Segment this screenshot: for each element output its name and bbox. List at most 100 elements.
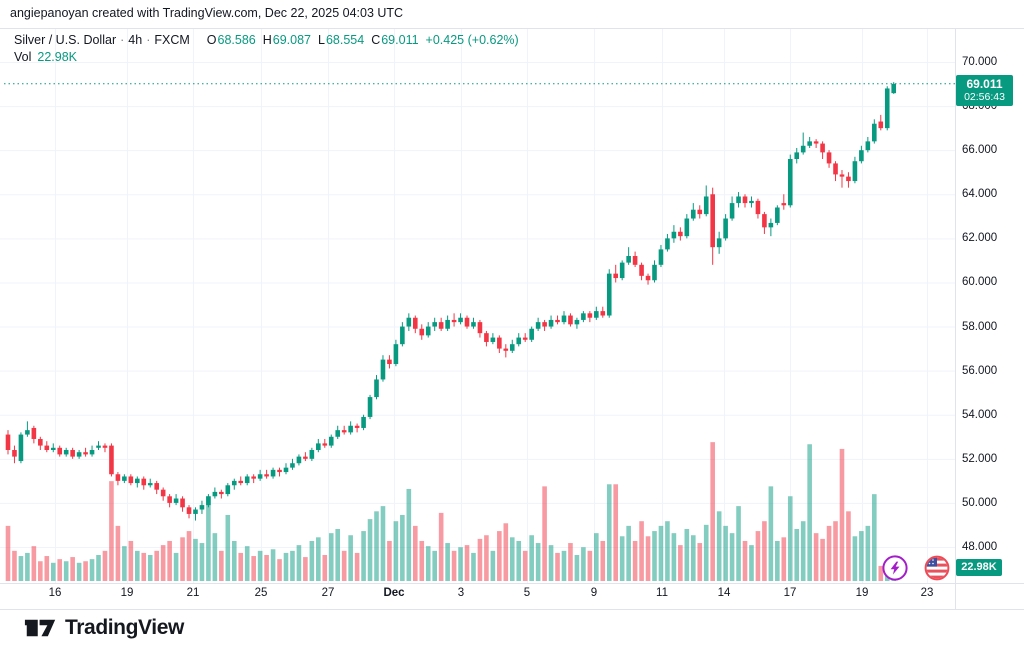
volume-bar — [813, 533, 819, 581]
volume-bar — [400, 514, 405, 581]
symbol-title: Silver / U.S. Dollar — [14, 33, 117, 47]
candle-body — [393, 344, 399, 365]
candle-body — [581, 313, 586, 320]
candle-body — [529, 328, 534, 340]
volume-bar — [393, 521, 399, 581]
candle-body — [186, 507, 192, 514]
price-tick-label: 50.000 — [962, 496, 998, 509]
volume-bar — [354, 552, 360, 581]
volume-bar — [12, 550, 17, 581]
volume-bar — [31, 546, 37, 581]
candle-body — [160, 489, 166, 497]
volume-bar — [212, 533, 218, 581]
volume-bar — [412, 525, 418, 581]
candle-body — [147, 483, 153, 486]
candle-body — [639, 264, 644, 276]
candle-body — [613, 273, 619, 279]
candle-body — [451, 319, 457, 323]
tradingview-logo[interactable]: TradingView — [24, 614, 184, 642]
volume-bar — [50, 562, 56, 581]
candle-body — [303, 456, 308, 459]
volume-bar — [173, 552, 179, 581]
time-tick-label: 14 — [717, 587, 731, 599]
legend-separator: · — [146, 33, 151, 47]
price-tick-label: 48.000 — [962, 541, 998, 553]
candle-body — [561, 315, 567, 323]
time-tick-label: 27 — [321, 587, 335, 599]
volume-bar — [141, 552, 147, 581]
volume-bar — [225, 514, 231, 581]
volume-bar — [497, 531, 502, 581]
volume-bar — [270, 549, 276, 581]
volume-bar — [561, 550, 567, 581]
candle-body — [522, 337, 528, 340]
candle-body — [387, 359, 392, 365]
volume-bar — [555, 552, 560, 581]
price-tick-label: 52.000 — [962, 452, 998, 465]
volume-bar — [335, 529, 341, 581]
candle-body — [555, 319, 560, 323]
volume-bar — [135, 550, 140, 581]
volume-bar — [374, 511, 379, 581]
volume-bar — [542, 486, 547, 581]
volume-bar — [63, 561, 69, 581]
time-tick-label: 3 — [457, 587, 465, 599]
candle-body — [568, 315, 573, 325]
volume-bar — [341, 550, 347, 581]
volume-bar — [509, 537, 515, 581]
candle-body — [736, 196, 741, 204]
candle-body — [109, 445, 114, 475]
time-tick-label: 19 — [855, 587, 869, 599]
volume-bar — [503, 523, 509, 581]
candle-body — [535, 322, 541, 329]
volume-bar — [768, 486, 774, 581]
volume-bar — [872, 494, 877, 581]
us-flag-icon[interactable] — [924, 555, 950, 581]
attribution-text: angiepanoyan created with TradingView.co… — [10, 6, 404, 20]
candle-body — [665, 238, 670, 250]
candle-body — [865, 141, 871, 151]
price-tick-label: 56.000 — [962, 364, 998, 377]
market-status-lightning-icon[interactable] — [882, 555, 908, 581]
candle-body — [768, 222, 774, 228]
candle-body — [606, 273, 612, 316]
candle-body — [290, 463, 295, 468]
volume-bar — [574, 555, 580, 581]
volume-bar — [846, 511, 851, 581]
candle-body — [283, 467, 289, 473]
volume-bar — [626, 525, 631, 581]
candle-body — [193, 509, 198, 514]
volume-bar — [807, 444, 812, 581]
candle-body — [729, 203, 735, 219]
candle-body — [244, 476, 250, 484]
volume-bar — [865, 525, 871, 581]
volume-bar — [367, 519, 373, 581]
high-value: 69.087 — [272, 33, 312, 47]
candle-body — [749, 200, 754, 204]
candle-body — [89, 450, 95, 455]
candle-body — [316, 443, 321, 450]
volume-bar — [283, 552, 289, 581]
chart-legend[interactable]: Silver / U.S. Dollar · 4h · FXCM O68.586 H69.0… — [14, 33, 519, 64]
time-tick-label: 16 — [48, 587, 62, 599]
close-value: 69.011 — [381, 33, 419, 47]
candle-body — [257, 474, 263, 479]
volume-bar — [477, 538, 483, 581]
candle-body — [820, 143, 825, 153]
tradingview-logo-mark-icon — [24, 619, 56, 637]
candle-body — [703, 196, 709, 215]
candle-body — [813, 141, 819, 144]
volume-bar — [38, 561, 43, 581]
volume-bar — [839, 448, 845, 581]
volume-bar — [147, 555, 153, 581]
candle-body — [872, 123, 877, 142]
candle-body — [690, 209, 696, 219]
price-tick-label: 60.000 — [962, 276, 998, 289]
candle-body — [626, 256, 631, 263]
volume-bar — [70, 557, 75, 581]
volume-bar — [160, 545, 166, 581]
candle-body — [309, 450, 315, 459]
candle-body — [206, 496, 211, 506]
candle-body — [154, 483, 159, 490]
